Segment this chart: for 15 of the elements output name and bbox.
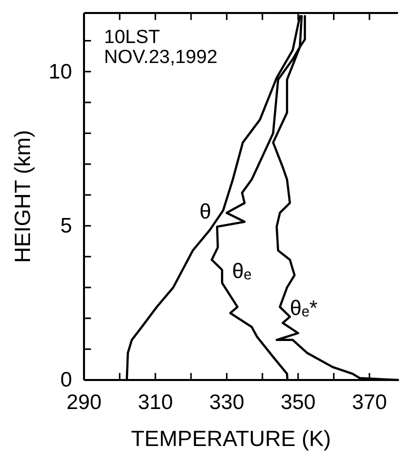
series-label: θₑ* xyxy=(290,296,318,320)
annotation: 10LST xyxy=(104,27,160,48)
x-tick-label: 310 xyxy=(138,390,173,414)
series-label: θₑ xyxy=(232,260,252,283)
x-tick-label: 330 xyxy=(209,390,244,414)
x-axis-title: TEMPERATURE (K) xyxy=(130,426,332,451)
y-axis-title: HEIGHT (km) xyxy=(10,130,35,263)
series-label: θ xyxy=(199,200,212,224)
y-tick-label: 0 xyxy=(60,368,72,392)
y-tick-label: 5 xyxy=(60,214,72,238)
x-tick-label: 350 xyxy=(280,390,316,414)
y-tick-label: 10 xyxy=(48,60,72,84)
x-tick-label: 290 xyxy=(66,390,102,414)
x-tick-label: 370 xyxy=(352,390,387,414)
annotation: NOV.23,1992 xyxy=(104,47,218,68)
